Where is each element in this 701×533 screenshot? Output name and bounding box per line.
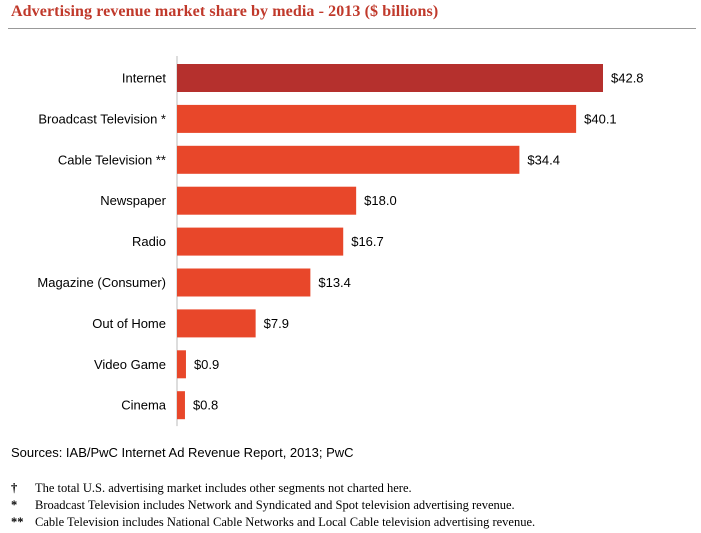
footnote-text: Cable Television includes National Cable… <box>35 515 536 529</box>
value-label-video-game: $0.9 <box>194 357 219 372</box>
category-label-magazine-consumer: Magazine (Consumer) <box>37 275 166 290</box>
value-label-cable-television: $34.4 <box>527 152 560 167</box>
footnote-broadcast: * Broadcast Television includes Network a… <box>11 497 535 514</box>
category-label-radio: Radio <box>132 234 166 249</box>
bar-chart: Internet $42.8 Broadcast Television * $40.1… <box>37 56 644 427</box>
category-label-cinema: Cinema <box>121 398 167 413</box>
footnote-symbol: ** <box>11 515 24 529</box>
bar-magazine-consumer <box>177 268 311 297</box>
bar-cinema <box>177 391 185 420</box>
footnote-text: Broadcast Television includes Network an… <box>35 498 515 512</box>
value-label-internet: $42.8 <box>611 71 644 86</box>
value-label-magazine-consumer: $13.4 <box>318 275 351 290</box>
sources-text: Sources: IAB/PwC Internet Ad Revenue Rep… <box>11 445 354 460</box>
bar-internet <box>177 64 603 92</box>
value-label-out-of-home: $7.9 <box>264 316 289 331</box>
bar-newspaper <box>177 186 357 215</box>
value-label-newspaper: $18.0 <box>364 193 397 208</box>
category-label-broadcast-television: Broadcast Television * <box>38 111 166 126</box>
footnotes: † The total U.S. advertising market inclu… <box>11 480 535 531</box>
chart-title: Advertising revenue market share by medi… <box>11 3 439 20</box>
footnote-total-market: † The total U.S. advertising market inclu… <box>11 480 535 497</box>
bar-broadcast-television <box>177 104 577 133</box>
category-label-cable-television: Cable Television ** <box>58 152 166 167</box>
footnote-symbol: † <box>11 481 18 495</box>
footnote-symbol: * <box>11 498 18 512</box>
category-label-internet: Internet <box>122 71 166 86</box>
value-label-cinema: $0.8 <box>193 398 218 413</box>
bar-cable-television <box>177 145 520 174</box>
category-label-out-of-home: Out of Home <box>92 316 166 331</box>
bar-video-game <box>177 350 186 379</box>
footnote-cable: ** Cable Television includes National Cab… <box>11 514 535 531</box>
category-label-video-game: Video Game <box>94 357 166 372</box>
bar-out-of-home <box>177 309 256 338</box>
bar-radio <box>177 227 344 256</box>
title-divider <box>8 28 696 29</box>
value-label-broadcast-television: $40.1 <box>584 111 617 126</box>
footnote-text: The total U.S. advertising market includ… <box>35 481 412 495</box>
value-label-radio: $16.7 <box>351 234 384 249</box>
category-label-newspaper: Newspaper <box>100 193 166 208</box>
